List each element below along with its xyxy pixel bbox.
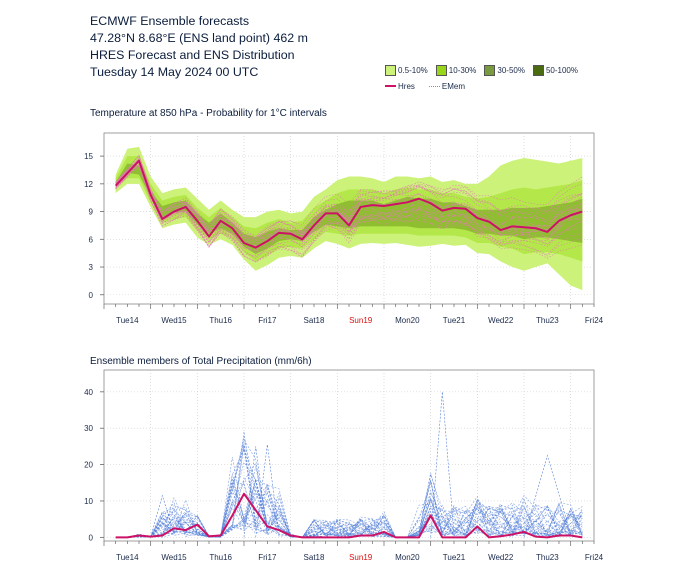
ensemble-member-line (115, 164, 583, 259)
x-day-label: Wed22 (488, 553, 514, 562)
x-day-label: Wed22 (488, 316, 514, 325)
y-tick-label: 9 (89, 208, 94, 217)
ensemble-member-line (115, 466, 583, 538)
ensemble-member-line (115, 481, 583, 538)
ensemble-member-line (115, 443, 583, 538)
x-day-label: Wed15 (161, 316, 187, 325)
precipitation-chart-title: Ensemble members of Total Precipitation … (90, 356, 312, 367)
ensemble-member-line (115, 480, 583, 538)
ensemble-member-line (115, 477, 583, 538)
ensemble-member-line (115, 157, 583, 243)
x-day-label: Mon20 (395, 316, 420, 325)
legend: 0.5-10% 10-30% 30-50% 50-100% Hres EMem (385, 62, 586, 94)
y-tick-label: 10 (84, 497, 93, 506)
x-day-label: Fri24 (585, 553, 604, 562)
ensemble-member-line (115, 159, 583, 241)
ensemble-member-line (115, 165, 583, 259)
header-title: ECMWF Ensemble forecasts (90, 14, 250, 28)
legend-swatch-1 (435, 64, 447, 76)
legend-item-emem: EMem (428, 81, 466, 91)
ensemble-member-line (115, 462, 583, 538)
ensemble-member-line (115, 159, 583, 246)
legend-item-0: 0.5-10% (385, 64, 428, 76)
y-tick-label: 6 (89, 235, 94, 244)
ensemble-member-line (115, 154, 583, 263)
y-tick-label: 3 (89, 263, 94, 272)
ensemble-member-line (115, 164, 583, 258)
ensemble-member-line (243, 446, 268, 538)
y-tick-label: 15 (84, 152, 93, 161)
ensemble-member-line (115, 165, 583, 242)
legend-swatch-3 (532, 64, 544, 76)
x-day-label: Thu23 (536, 553, 559, 562)
legend-item-hres: Hres (385, 82, 415, 91)
x-day-label: Tue14 (116, 316, 139, 325)
x-day-label: Fri17 (258, 553, 277, 562)
ensemble-member-line (150, 494, 175, 538)
x-day-label: Thu23 (536, 316, 559, 325)
ensemble-member-line (115, 158, 583, 252)
ensemble-member-line (115, 154, 583, 237)
legend-label-3: 50-100% (545, 65, 578, 75)
legend-swatch-2 (484, 64, 496, 76)
prob-band-30-50 (115, 163, 583, 255)
legend-item-3: 50-100% (532, 64, 578, 76)
x-day-label: Fri17 (258, 316, 277, 325)
ensemble-member-line (115, 478, 583, 538)
ensemble-member-line (115, 480, 583, 538)
ensemble-member-line (115, 457, 583, 538)
ensemble-member-line (115, 160, 583, 240)
ensemble-member-line (115, 431, 583, 538)
temperature-chart-title: Temperature at 850 hPa - Probability for… (90, 108, 327, 119)
hres-precipitation-line (115, 492, 583, 539)
x-day-label: Thu16 (209, 553, 232, 562)
ensemble-member-line (115, 160, 583, 257)
legend-hres-line (385, 85, 396, 87)
x-day-label: Mon20 (395, 553, 420, 562)
ensemble-member-line (115, 161, 583, 263)
ensemble-member-line (115, 485, 583, 538)
legend-item-2: 30-50% (484, 64, 525, 76)
y-tick-label: 40 (84, 388, 93, 397)
x-day-label: Tue14 (116, 553, 139, 562)
legend-emem-line (428, 85, 440, 87)
ensemble-member-line (115, 157, 583, 241)
plot-frame-1 (103, 369, 595, 542)
header-date: Tuesday 14 May 2024 00 UTC (90, 65, 259, 79)
x-day-label: Sun19 (349, 553, 373, 562)
forecast-header: ECMWF Ensemble forecasts 47.28°N 8.68°E … (90, 13, 308, 81)
x-day-label: Sun19 (349, 316, 373, 325)
ensemble-member-line (115, 435, 583, 538)
x-day-label: Sat18 (304, 553, 325, 562)
ensemble-member-line (115, 461, 583, 538)
x-day-label: Fri24 (585, 316, 604, 325)
ensemble-member-line (115, 161, 583, 238)
y-tick-label: 20 (84, 461, 93, 470)
legend-label-2: 30-50% (497, 65, 525, 75)
legend-item-1: 10-30% (435, 64, 477, 76)
y-tick-label: 0 (89, 291, 94, 300)
ensemble-member-line (523, 454, 571, 538)
x-day-label: Sat18 (304, 316, 325, 325)
legend-label-1: 10-30% (448, 65, 477, 75)
legend-hres-label: Hres (398, 81, 415, 91)
y-tick-label: 0 (89, 533, 94, 542)
ensemble-member-line (115, 158, 583, 248)
legend-swatch-0 (385, 64, 396, 76)
y-tick-label: 12 (84, 180, 93, 189)
x-day-label: Tue21 (443, 316, 466, 325)
x-day-label: Wed15 (161, 553, 187, 562)
legend-label-0: 0.5-10% (398, 65, 428, 75)
header-location: 47.28°N 8.68°E (ENS land point) 462 m (90, 31, 308, 45)
hres-temperature-line (114, 159, 583, 249)
ensemble-member-line (115, 439, 583, 538)
header-product: HRES Forecast and ENS Distribution (90, 48, 295, 62)
x-day-label: Tue21 (443, 553, 466, 562)
x-day-label: Thu16 (209, 316, 232, 325)
ensemble-member-line (115, 154, 583, 238)
ensemble-member-line (115, 161, 583, 250)
legend-emem-label: EMem (441, 81, 466, 91)
y-tick-label: 30 (84, 424, 93, 433)
